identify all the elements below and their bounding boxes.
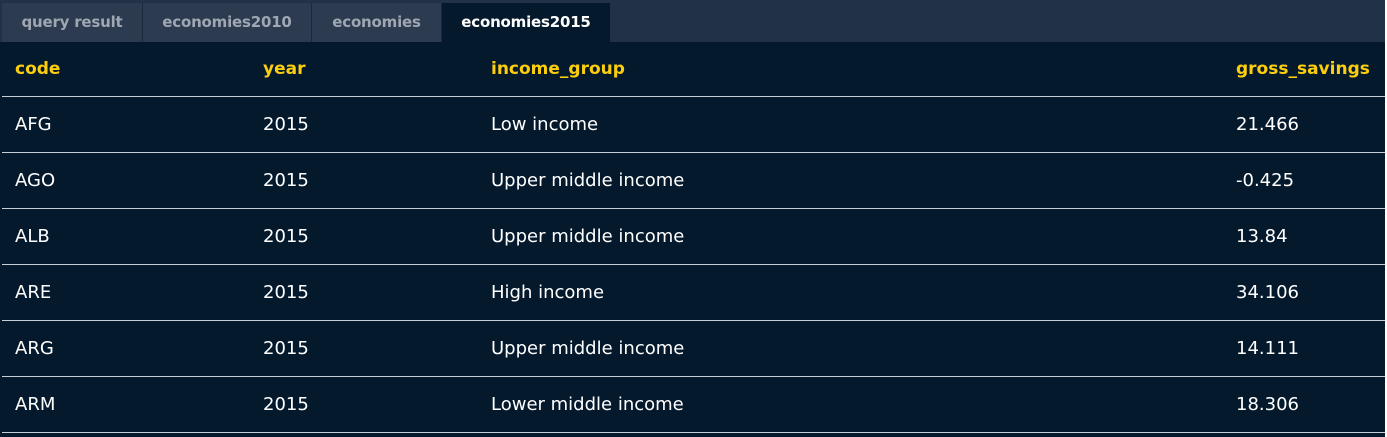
cell-code: AFG bbox=[15, 114, 52, 135]
cell-code: ARM bbox=[15, 394, 56, 415]
table-row: ARE 2015 High income 34.106 bbox=[2, 265, 1387, 321]
tab-query-result[interactable]: query result bbox=[2, 3, 143, 42]
table-row: ARG 2015 Upper middle income 14.111 bbox=[2, 321, 1387, 377]
cell-gross-savings: 34.106 bbox=[1236, 282, 1299, 303]
results-table: code year income_group gross_savings AFG… bbox=[2, 42, 1387, 437]
tab-economies[interactable]: economies bbox=[312, 3, 442, 42]
cell-gross-savings: 13.84 bbox=[1236, 226, 1288, 247]
cell-code: ARG bbox=[15, 338, 54, 359]
cell-year: 2015 bbox=[263, 282, 309, 303]
table-row: ARM 2015 Lower middle income 18.306 bbox=[2, 377, 1387, 433]
table-row: AGO 2015 Upper middle income -0.425 bbox=[2, 153, 1387, 209]
tab-economies2010[interactable]: economies2010 bbox=[143, 3, 312, 42]
tab-economies2015[interactable]: economies2015 bbox=[442, 3, 610, 42]
cell-year: 2015 bbox=[263, 226, 309, 247]
cell-income-group: High income bbox=[491, 282, 605, 303]
cell-year: 2015 bbox=[263, 114, 309, 135]
column-header-income-group[interactable]: income_group bbox=[491, 59, 625, 79]
cell-gross-savings: 21.466 bbox=[1236, 114, 1299, 135]
cell-year: 2015 bbox=[263, 394, 309, 415]
result-tab-bar: query result economies2010 economies eco… bbox=[0, 0, 1387, 42]
cell-gross-savings: 18.306 bbox=[1236, 394, 1299, 415]
column-header-year[interactable]: year bbox=[263, 59, 306, 79]
cell-code: ARE bbox=[15, 282, 52, 303]
cell-code: AGO bbox=[15, 170, 56, 191]
panel-edge bbox=[1385, 0, 1387, 437]
cell-code: ALB bbox=[15, 226, 50, 247]
cell-gross-savings: -0.425 bbox=[1236, 170, 1295, 191]
cell-year: 2015 bbox=[263, 170, 309, 191]
column-header-code[interactable]: code bbox=[15, 59, 61, 79]
cell-gross-savings: 14.111 bbox=[1236, 338, 1299, 359]
table-row: AFG 2015 Low income 21.466 bbox=[2, 97, 1387, 153]
table-header-row: code year income_group gross_savings bbox=[2, 42, 1387, 97]
cell-income-group: Low income bbox=[491, 114, 599, 135]
cell-income-group: Upper middle income bbox=[491, 226, 685, 247]
table-row: ALB 2015 Upper middle income 13.84 bbox=[2, 209, 1387, 265]
cell-year: 2015 bbox=[263, 338, 309, 359]
cell-income-group: Lower middle income bbox=[491, 394, 684, 415]
column-header-gross-savings[interactable]: gross_savings bbox=[1236, 59, 1370, 79]
cell-income-group: Upper middle income bbox=[491, 170, 685, 191]
cell-income-group: Upper middle income bbox=[491, 338, 685, 359]
